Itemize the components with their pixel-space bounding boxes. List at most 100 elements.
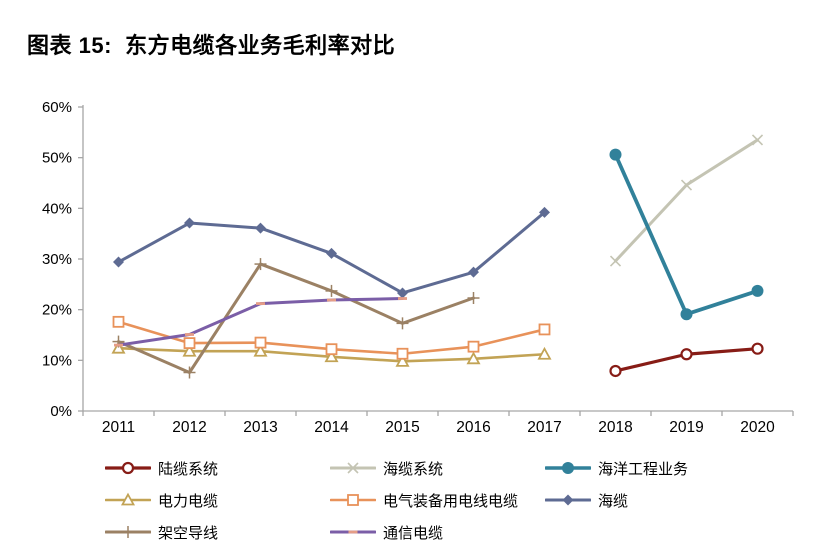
y-axis-label-20: 20% xyxy=(42,302,72,319)
series-overhead-conductor-marker xyxy=(467,292,480,305)
series-overhead-conductor-marker xyxy=(254,258,267,271)
y-axis-label-0: 0% xyxy=(50,403,72,420)
series-submarine-cable-marker xyxy=(113,256,124,268)
series-power-cable xyxy=(111,340,552,367)
series-communication-cable-marker xyxy=(114,343,123,347)
legend-swatch-submarine-cable xyxy=(545,494,591,506)
series-marine-engineering-marker xyxy=(751,284,764,297)
legend-item-overhead-conductor: 架空导线 xyxy=(105,519,218,545)
series-marine-engineering xyxy=(609,148,764,321)
series-submarine-cable-system-marker xyxy=(609,255,622,267)
series-submarine-cable-marker xyxy=(255,222,266,234)
series-submarine-cable-marker xyxy=(539,206,550,218)
x-axis-label-2019: 2019 xyxy=(669,419,703,436)
series-electrical-equipment-wire-cable-marker xyxy=(183,337,196,350)
legend-item-marine-engineering: 海洋工程业务 xyxy=(545,455,688,481)
legend-swatch-submarine-cable-system xyxy=(330,462,376,474)
legend-item-submarine-cable-system: 海缆系统 xyxy=(330,455,443,481)
legend-item-electrical-equipment-wire-cable: 电气装备用电线电缆 xyxy=(330,487,518,513)
axes xyxy=(78,105,794,416)
series-electrical-equipment-wire-cable-marker xyxy=(254,336,267,349)
x-axis-label-2011: 2011 xyxy=(102,419,135,436)
legend-swatch-overhead-conductor xyxy=(105,526,151,538)
series-marine-engineering-marker xyxy=(609,148,622,161)
series-communication-cable-marker xyxy=(398,297,407,300)
x-axis-label-2013: 2013 xyxy=(243,419,277,436)
series-submarine-cable-system-marker xyxy=(680,179,693,191)
series-land-cable-system-marker xyxy=(680,348,693,361)
legend-marker-communication-cable xyxy=(348,530,358,534)
y-axis-label-10: 10% xyxy=(42,352,72,369)
series-land-cable-system-marker xyxy=(609,364,622,378)
series-submarine-cable-marker xyxy=(397,287,408,299)
legend-label-electrical-equipment-wire-cable: 电气装备用电线电缆 xyxy=(383,492,519,510)
chart-legend: 陆缆系统 海缆系统 海洋工程业务电力电缆 电气装备用电线电缆 海缆架空导线 通信电缆 xyxy=(0,452,815,552)
x-axis-label-2012: 2012 xyxy=(172,419,206,436)
series-power-cable-marker xyxy=(324,349,339,363)
legend-item-submarine-cable: 海缆 xyxy=(545,487,628,513)
series-communication-cable-marker xyxy=(256,302,265,305)
y-axis-label-40: 40% xyxy=(42,200,72,217)
legend-item-power-cable: 电力电缆 xyxy=(105,487,218,513)
series-submarine-cable xyxy=(113,206,550,299)
x-axis-label-2020: 2020 xyxy=(740,419,775,436)
legend-label-submarine-cable: 海缆 xyxy=(598,492,629,510)
legend-swatch-land-cable-system xyxy=(105,461,151,475)
x-axis-label-2018: 2018 xyxy=(598,419,632,436)
series-submarine-cable-marker xyxy=(184,217,195,229)
legend-swatch-electrical-equipment-wire-cable xyxy=(330,494,376,506)
x-axis-label-2016: 2016 xyxy=(456,419,490,436)
legend-label-overhead-conductor: 架空导线 xyxy=(158,524,219,542)
legend-marker-power-cable xyxy=(120,492,136,506)
series-electrical-equipment-wire-cable xyxy=(112,315,551,360)
series-power-cable-marker xyxy=(466,351,481,365)
series-overhead-conductor xyxy=(112,258,480,379)
series-communication-cable xyxy=(114,297,407,347)
series-overhead-conductor-line xyxy=(117,262,475,374)
series-power-cable-marker xyxy=(182,343,197,357)
y-axis-label-50: 50% xyxy=(42,150,72,167)
legend-label-submarine-cable-system: 海缆系统 xyxy=(383,460,444,478)
series-overhead-conductor-marker xyxy=(183,366,196,379)
series-overhead-conductor-marker xyxy=(396,317,409,330)
x-axis-label-2014: 2014 xyxy=(314,419,349,436)
series-submarine-cable-system-marker xyxy=(751,134,764,146)
legend-marker-submarine-cable-system xyxy=(347,462,359,474)
x-axis-label-2017: 2017 xyxy=(527,419,561,436)
y-axis-label-30: 30% xyxy=(42,251,72,268)
legend-swatch-power-cable xyxy=(105,492,151,506)
legend-label-marine-engineering: 海洋工程业务 xyxy=(598,460,689,478)
legend-marker-submarine-cable xyxy=(562,494,574,506)
x-axis-label-2015: 2015 xyxy=(385,419,419,436)
y-axis-label-60: 60% xyxy=(42,99,72,116)
series-communication-cable-marker xyxy=(185,333,194,336)
series-power-cable-marker xyxy=(395,353,410,367)
series-electrical-equipment-wire-cable-marker xyxy=(538,323,551,336)
series-land-cable-system xyxy=(609,342,764,378)
series-electrical-equipment-wire-cable-marker xyxy=(467,340,480,353)
series-power-cable-marker xyxy=(253,343,268,357)
series-overhead-conductor-marker xyxy=(325,284,338,297)
series-submarine-cable-system xyxy=(609,134,764,267)
series-electrical-equipment-wire-cable-marker xyxy=(112,315,125,328)
series-land-cable-system-marker xyxy=(751,342,764,355)
legend-swatch-marine-engineering xyxy=(545,462,591,474)
series-submarine-cable-marker xyxy=(468,266,479,278)
series-power-cable-marker xyxy=(111,340,126,354)
legend-marker-land-cable-system xyxy=(121,461,135,475)
legend-marker-electrical-equipment-wire-cable xyxy=(347,494,359,506)
series-submarine-cable-marker xyxy=(326,247,337,259)
series-marine-engineering-marker xyxy=(680,308,693,321)
series-electrical-equipment-wire-cable-marker xyxy=(396,347,409,360)
legend-label-communication-cable: 通信电缆 xyxy=(383,524,444,542)
chart-title: 图表 15: 东方电缆各业务毛利率对比 xyxy=(27,33,396,58)
legend-label-land-cable-system: 陆缆系统 xyxy=(158,460,219,478)
series-communication-cable-marker xyxy=(327,298,336,302)
legend-item-communication-cable: 通信电缆 xyxy=(330,519,443,545)
legend-swatch-communication-cable xyxy=(330,530,376,534)
series-power-cable-marker xyxy=(537,346,552,360)
chart-canvas: 0% 10% 20% 30% 40% 50% 60% 2011 2012 2013 2014 2015… xyxy=(42,99,794,436)
legend-item-land-cable-system: 陆缆系统 xyxy=(105,455,218,481)
series-marine-engineering-line xyxy=(613,152,760,317)
